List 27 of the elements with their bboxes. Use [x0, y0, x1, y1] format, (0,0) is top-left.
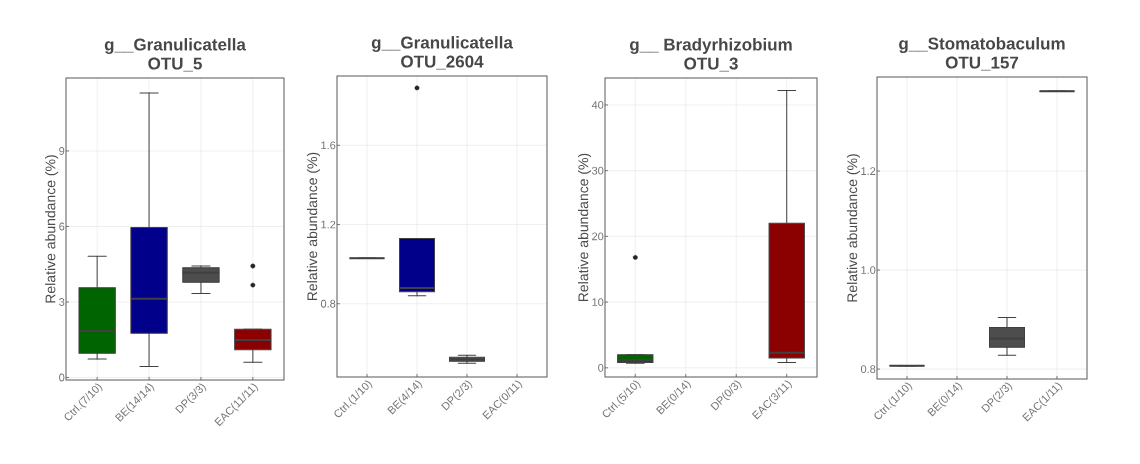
y-tick-label: 0: [598, 363, 604, 372]
y-tick-label: 0.8: [320, 299, 336, 308]
chart-subtitle: OTU_2604: [401, 55, 484, 70]
y-tick-label: 0.8: [860, 365, 876, 373]
chart-subtitle: OTU_157: [945, 56, 1019, 71]
chart-title: g__Granulicatella: [104, 38, 246, 54]
chart-title: g__Stomatobaculum: [899, 37, 1065, 53]
y-tick-label: 20: [592, 232, 604, 241]
y-axis-title: Relative abundance (%): [577, 153, 592, 302]
y-tick-label: 6: [59, 222, 65, 231]
y-tick-label: 9: [59, 147, 65, 155]
y-tick-label: 10: [592, 298, 604, 306]
y-axis-title: Relative abundance (%): [306, 152, 320, 301]
chart-subtitle: OTU_3: [684, 57, 738, 72]
y-axis-title: Relative abundance (%): [846, 154, 860, 302]
chart-subtitle: OTU_5: [148, 57, 202, 72]
y-tick-label: 40: [591, 101, 604, 109]
y-tick-label: 30: [592, 166, 604, 175]
y-tick-label: 1.0: [861, 266, 876, 274]
y-axis-title: Relative abundance (%): [45, 155, 59, 303]
chart-title: g__Granulicatella: [371, 36, 513, 52]
y-tick-label: 3: [59, 298, 65, 306]
y-tick-label: 1.6: [321, 141, 336, 150]
y-tick-label: 0: [59, 373, 65, 382]
y-tick-label: 1.2: [861, 167, 876, 175]
chart-title: g__ Bradyrhizobium: [629, 38, 792, 54]
y-tick-label: 1.2: [321, 220, 336, 229]
